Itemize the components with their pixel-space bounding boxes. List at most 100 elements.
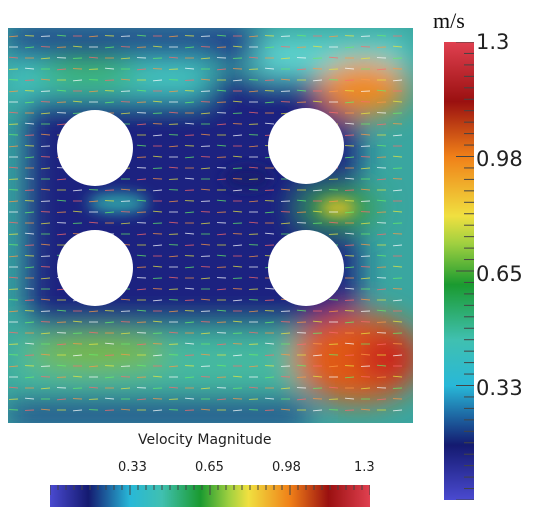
velocity-arrow [200,277,211,280]
velocity-arrow [184,266,195,269]
velocity-arrow [360,277,371,280]
velocity-arrow [40,167,51,170]
velocity-arrow [200,57,211,60]
velocity-arrow [248,145,259,148]
velocity-arrow [360,298,371,301]
velocity-arrow [232,79,243,82]
velocity-arrow [8,310,19,313]
velocity-arrow [56,34,67,37]
colorbar-tick-label: 1.3 [476,30,510,54]
velocity-arrow [360,57,371,60]
velocity-arrow [88,365,99,368]
velocity-arrow [136,68,147,71]
velocity-arrow [360,78,371,81]
velocity-arrow [248,276,259,279]
velocity-arrow [312,189,323,192]
velocity-arrow [312,354,323,357]
velocity-arrow [72,189,83,192]
velocity-arrow [56,123,67,126]
velocity-arrow [56,89,67,92]
velocity-arrow [136,178,147,181]
velocity-arrow [136,309,147,312]
velocity-arrow [312,79,323,82]
velocity-arrow [296,89,307,92]
velocity-arrow [248,56,259,59]
colorbar-tick-label: 0.65 [195,460,224,475]
velocity-arrow [104,321,115,324]
velocity-arrow [8,386,19,389]
cylinder-obstacle [57,230,133,306]
velocity-arrow [296,364,307,367]
velocity-arrow [136,254,147,257]
velocity-arrow [376,199,387,202]
velocity-arrow [56,68,67,71]
velocity-arrow [248,90,259,93]
velocity-arrow [280,408,291,411]
velocity-arrow [232,354,243,357]
velocity-arrow [24,156,35,159]
velocity-arrow [40,133,51,136]
velocity-arrow [136,288,147,291]
velocity-arrow [328,200,339,203]
velocity-arrow [392,45,403,48]
colorbar-title: Velocity Magnitude [138,432,272,448]
velocity-arrow [392,155,403,158]
velocity-arrow [152,134,163,137]
cylinder-obstacle [268,108,344,184]
velocity-arrow [328,365,339,368]
velocity-arrow [312,100,323,103]
velocity-arrow [104,397,115,400]
velocity-color-map [8,28,413,423]
velocity-arrow [168,386,179,389]
velocity-arrow [344,376,355,379]
velocity-arrow [168,35,179,38]
velocity-arrow [120,298,131,301]
velocity-arrow [248,166,259,169]
velocity-arrow [136,89,147,92]
velocity-arrow [328,35,339,38]
velocity-arrow [8,111,19,114]
velocity-arrow [264,46,275,49]
colorbar-tick-label: 1.3 [354,460,375,475]
velocity-arrow [200,167,211,170]
velocity-arrow [264,342,275,345]
velocity-arrow [216,364,227,367]
velocity-arrow [40,332,51,335]
velocity-arrow [120,222,131,225]
velocity-arrow [344,397,355,400]
velocity-arrow [344,211,355,214]
velocity-arrow [24,211,35,214]
velocity-arrow [360,133,371,136]
velocity-arrow [248,200,259,203]
velocity-arrow [264,101,275,104]
velocity-arrow [232,409,243,412]
velocity-arrow [344,156,355,159]
velocity-arrow [8,90,19,93]
velocity-arrow [376,89,387,92]
velocity-arrow [24,232,35,235]
velocity-arrow [264,177,275,180]
horizontal-colorbar [50,485,370,507]
velocity-arrow [56,364,67,367]
velocity-arrow [280,387,291,390]
velocity-arrow [104,376,115,379]
velocity-arrow [40,243,51,246]
cylinder-obstacle [268,230,344,306]
velocity-arrow [24,177,35,180]
velocity-arrow [56,178,67,181]
velocity-arrow [200,243,211,246]
velocity-arrow [200,332,211,335]
velocity-arrow [248,35,259,38]
velocity-arrow [152,320,163,323]
velocity-arrow [392,354,403,357]
velocity-arrow [40,78,51,81]
velocity-arrow [200,387,211,390]
velocity-arrow [392,409,403,412]
velocity-arrow [120,408,131,411]
velocity-arrow [152,244,163,247]
velocity-arrow [312,320,323,323]
velocity-arrow [72,100,83,103]
velocity-arrow [8,255,19,258]
velocity-arrow [376,309,387,312]
velocity-arrow [40,277,51,280]
